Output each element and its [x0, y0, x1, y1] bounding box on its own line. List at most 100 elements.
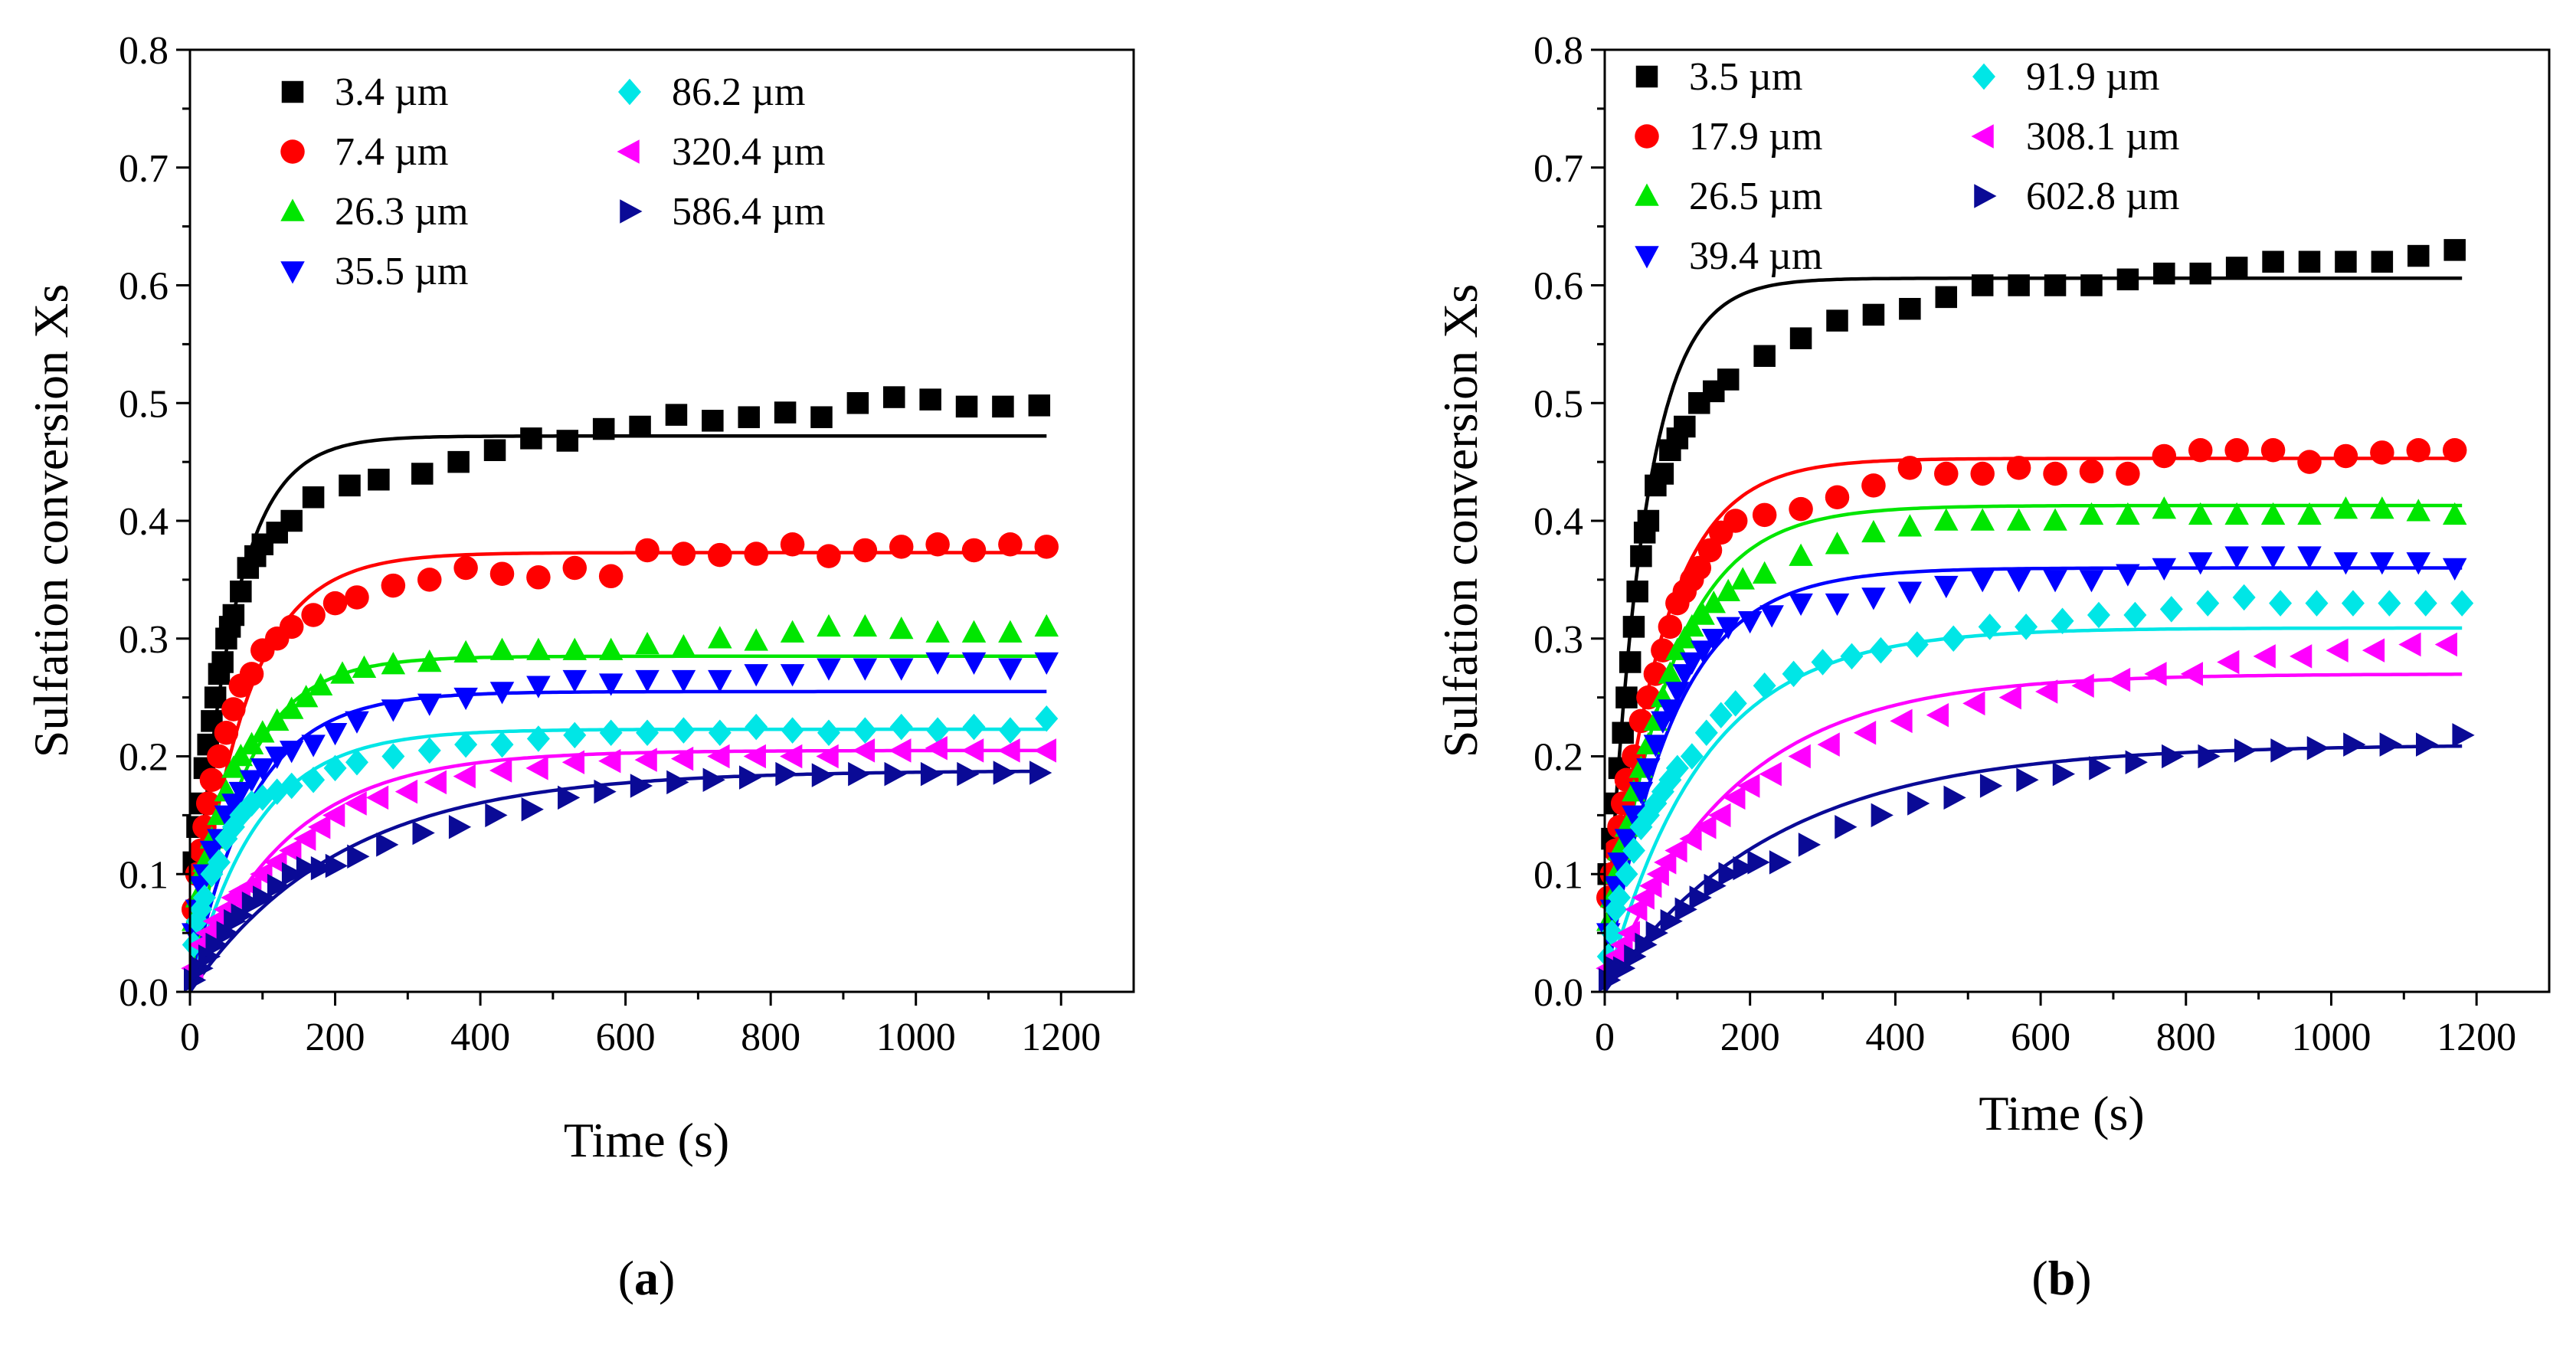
data-point: [2260, 502, 2286, 525]
data-point: [2370, 440, 2394, 465]
data-point: [1632, 885, 1655, 910]
data-point: [1733, 856, 1756, 881]
data-point: [1630, 545, 1652, 568]
x-tick-label: 600: [596, 1016, 656, 1059]
data-point: [1637, 509, 1660, 532]
data-point: [1636, 758, 1661, 781]
data-point: [1971, 274, 1994, 296]
data-point: [2071, 673, 2094, 698]
data-point: [2116, 268, 2139, 291]
data-point: [2442, 438, 2467, 463]
data-point: [1034, 613, 1059, 637]
data-point: [594, 779, 617, 804]
data-point: [998, 717, 1022, 744]
data-point: [598, 564, 624, 589]
data-point: [1747, 850, 1770, 875]
data-point: [1934, 461, 1959, 486]
legend-item: 39.4 µm: [1635, 234, 1822, 278]
data-point: [961, 620, 987, 643]
data-point: [1978, 613, 2002, 640]
data-point: [1639, 873, 1662, 898]
data-point: [1897, 514, 1923, 537]
data-point: [1701, 629, 1727, 652]
data-point: [1680, 652, 1704, 675]
data-point: [345, 585, 369, 610]
legend-label: 91.9 µm: [2026, 55, 2159, 99]
y-tick-label: 0.8: [1533, 29, 1583, 73]
data-point: [2052, 761, 2076, 787]
data-point: [2333, 552, 2358, 575]
panel-caption: (a): [618, 1251, 676, 1305]
data-point: [1660, 909, 1683, 934]
data-point: [2180, 662, 2204, 686]
data-point: [957, 761, 980, 787]
data-point: [1789, 496, 1813, 522]
y-tick-label: 0.4: [1533, 500, 1583, 544]
y-tick-label: 0.2: [1533, 736, 1583, 780]
data-point: [1817, 732, 1840, 757]
data-point: [1737, 610, 1763, 634]
data-point: [293, 685, 319, 708]
data-point: [1943, 785, 1966, 810]
legend-item: 17.9 µm: [1635, 115, 1822, 159]
data-point: [848, 761, 871, 787]
data-point: [817, 658, 841, 681]
data-point: [889, 616, 914, 640]
series-6-points: [1596, 632, 2457, 980]
data-point: [1674, 415, 1696, 438]
data-point: [634, 748, 657, 772]
data-point: [817, 719, 840, 746]
data-point: [1862, 303, 1885, 326]
data-point: [2407, 244, 2430, 267]
data-point: [1789, 327, 1812, 349]
legend-label: 86.2 µm: [672, 70, 805, 114]
legend-label: 3.4 µm: [335, 70, 448, 114]
x-tick-label: 0: [1595, 1016, 1615, 1059]
data-point: [301, 735, 326, 757]
data-point: [2015, 613, 2038, 640]
data-point: [780, 532, 805, 557]
data-point: [1607, 884, 1631, 911]
data-point: [1691, 640, 1715, 663]
data-point: [322, 723, 348, 746]
legend-marker: [1635, 124, 1659, 149]
data-point: [998, 620, 1023, 643]
data-point: [738, 765, 762, 790]
data-point: [454, 731, 478, 758]
data-point: [1665, 754, 1689, 782]
data-point: [671, 669, 696, 693]
legend-marker: [1635, 65, 1658, 88]
data-point: [2189, 262, 2211, 285]
data-point: [1658, 661, 1683, 684]
data-point: [1701, 591, 1727, 613]
data-point: [1651, 463, 1674, 485]
data-point: [1622, 837, 1645, 864]
legend-label: 320.4 µm: [672, 130, 825, 174]
data-point: [345, 711, 369, 734]
data-point: [417, 568, 442, 592]
data-point: [1034, 535, 1059, 559]
data-point: [1782, 660, 1805, 688]
data-point: [2379, 732, 2402, 757]
data-point: [846, 392, 869, 414]
data-point: [2343, 732, 2366, 757]
data-point: [744, 664, 768, 687]
x-tick-label: 800: [2156, 1016, 2216, 1059]
data-point: [381, 699, 406, 722]
legend-item: 35.5 µm: [280, 250, 468, 293]
data-point: [1942, 625, 1966, 652]
data-point: [228, 744, 254, 767]
x-tick-label: 400: [1865, 1016, 1925, 1059]
x-tick-label: 1200: [1021, 1016, 1101, 1059]
data-point: [2006, 570, 2031, 593]
data-point: [1615, 861, 1638, 888]
data-point: [1759, 761, 1782, 787]
data-point: [195, 791, 221, 816]
fit-curve-3: [1602, 503, 2463, 993]
data-point: [1704, 873, 1727, 898]
data-point: [1708, 803, 1731, 828]
data-point: [598, 673, 624, 696]
data-point: [411, 463, 434, 485]
data-point: [635, 631, 660, 655]
data-point: [1769, 850, 1792, 875]
